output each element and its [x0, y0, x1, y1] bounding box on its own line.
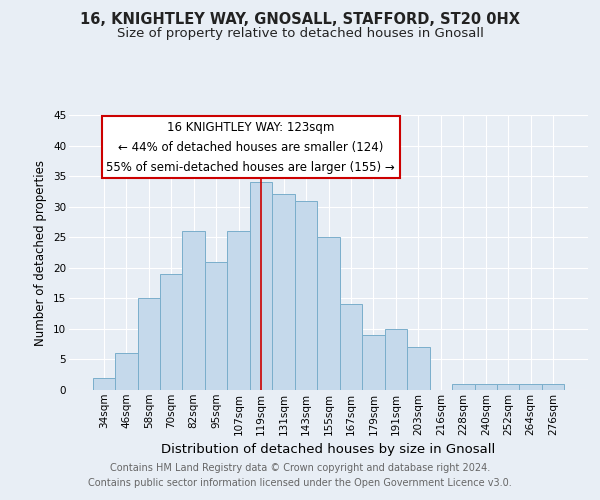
Bar: [92, 378, 115, 390]
Bar: [497, 384, 520, 390]
Bar: [385, 329, 407, 390]
Bar: [295, 200, 317, 390]
Text: Size of property relative to detached houses in Gnosall: Size of property relative to detached ho…: [116, 28, 484, 40]
Bar: [407, 347, 430, 390]
Bar: [542, 384, 565, 390]
Y-axis label: Number of detached properties: Number of detached properties: [34, 160, 47, 346]
Bar: [475, 384, 497, 390]
Bar: [362, 335, 385, 390]
Bar: [340, 304, 362, 390]
Bar: [520, 384, 542, 390]
X-axis label: Distribution of detached houses by size in Gnosall: Distribution of detached houses by size …: [161, 443, 496, 456]
Text: Contains HM Land Registry data © Crown copyright and database right 2024.
Contai: Contains HM Land Registry data © Crown c…: [88, 462, 512, 487]
Bar: [250, 182, 272, 390]
Bar: [160, 274, 182, 390]
Text: 16 KNIGHTLEY WAY: 123sqm
← 44% of detached houses are smaller (124)
55% of semi-: 16 KNIGHTLEY WAY: 123sqm ← 44% of detach…: [106, 120, 395, 174]
Text: 16, KNIGHTLEY WAY, GNOSALL, STAFFORD, ST20 0HX: 16, KNIGHTLEY WAY, GNOSALL, STAFFORD, ST…: [80, 12, 520, 28]
Bar: [182, 231, 205, 390]
Bar: [272, 194, 295, 390]
Bar: [317, 237, 340, 390]
Bar: [205, 262, 227, 390]
Bar: [227, 231, 250, 390]
Bar: [115, 354, 137, 390]
Bar: [137, 298, 160, 390]
Bar: [452, 384, 475, 390]
